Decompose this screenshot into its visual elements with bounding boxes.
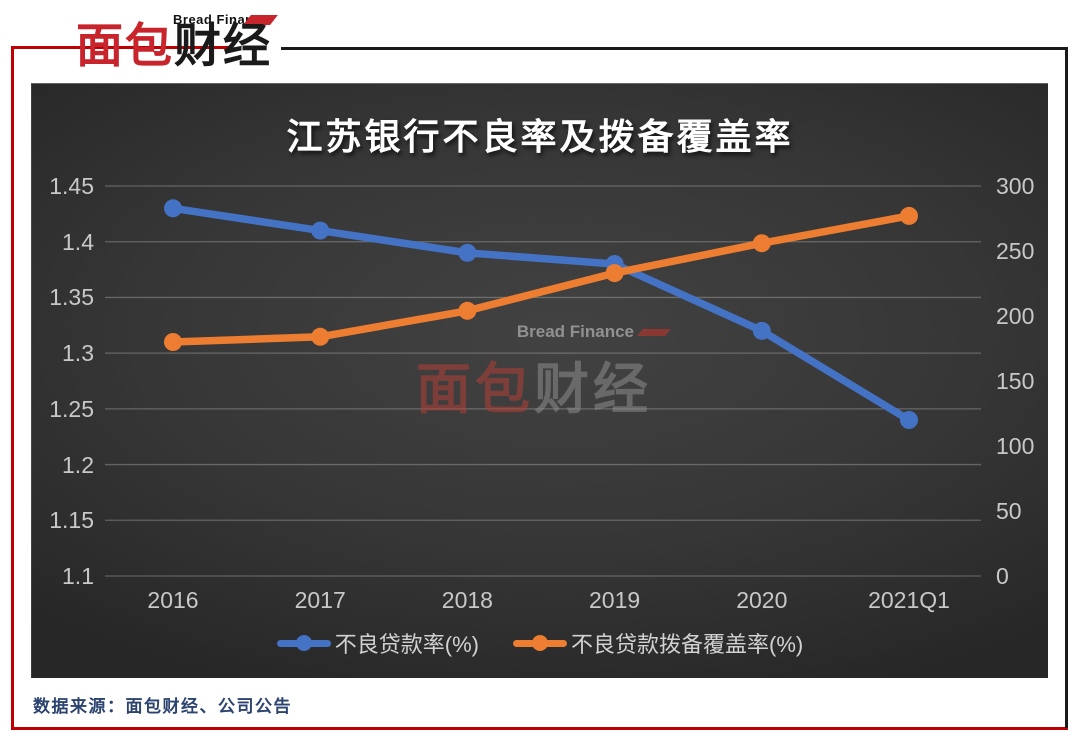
frame-bottom-line <box>11 727 1068 730</box>
tick-label: 1.4 <box>62 228 94 255</box>
tick-label: 250 <box>996 238 1035 264</box>
chart-legend: 不良贷款率(%) 不良贷款拨备覆盖率(%) <box>32 627 1048 659</box>
legend-item-0: 不良贷款率(%) <box>276 627 479 659</box>
tick-label: 2021Q1 <box>868 587 950 613</box>
data-point <box>458 301 477 320</box>
tick-label: 2017 <box>294 587 346 613</box>
legend-label: 不良贷款拨备覆盖率(%) <box>571 632 804 657</box>
tick-label: 150 <box>996 368 1035 394</box>
data-point <box>311 221 330 240</box>
chart-area: 江苏银行不良率及拨备覆盖率 1.45 1.4 1.35 1.3 1.25 1.2 1.15 1… <box>31 83 1048 678</box>
tick-label: 200 <box>996 303 1035 329</box>
tick-label: 1.2 <box>62 451 94 478</box>
data-point <box>752 321 771 340</box>
data-point <box>311 327 330 346</box>
data-point <box>164 199 182 218</box>
data-point <box>752 234 771 253</box>
data-point <box>900 411 918 429</box>
frame-top-left-line <box>12 46 229 49</box>
frame-top-right-line <box>281 47 1067 50</box>
tick-label: 1.3 <box>62 340 94 367</box>
tick-label: 1.15 <box>49 507 94 534</box>
tick-label: 1.35 <box>49 284 94 311</box>
tick-label: 2019 <box>589 587 641 613</box>
legend-marker-icon <box>513 639 567 647</box>
tick-label: 1.45 <box>49 173 94 199</box>
data-point <box>605 264 624 283</box>
tick-label: 1.25 <box>49 395 94 422</box>
tick-label: 2016 <box>147 587 199 613</box>
tick-label: 0 <box>996 563 1009 589</box>
tick-label: 300 <box>996 173 1035 199</box>
tick-label: 2020 <box>736 587 788 613</box>
data-point <box>164 333 182 351</box>
tick-label: 2018 <box>441 587 493 613</box>
tick-label: 1.1 <box>62 563 94 589</box>
brand-logo-cn-black: 财经 <box>174 19 272 72</box>
tick-label: 50 <box>996 498 1022 524</box>
chart-title: 江苏银行不良率及拨备覆盖率 <box>286 116 794 157</box>
legend-label: 不良贷款率(%) <box>334 632 479 657</box>
brand-logo-cn-red: 面包 <box>76 19 174 72</box>
plot-canvas <box>105 185 981 577</box>
data-point <box>458 243 477 262</box>
data-source-caption: 数据来源：面包财经、公司公告 <box>33 697 292 716</box>
data-point <box>900 206 918 225</box>
tick-label: 100 <box>996 433 1035 459</box>
frame-right-line <box>1065 47 1068 728</box>
legend-marker-icon <box>276 639 331 647</box>
frame-left-line <box>11 46 14 729</box>
series-line-1 <box>169 212 913 346</box>
series-line-0 <box>169 204 913 424</box>
brand-logo-cn: 面包财经 <box>76 20 272 72</box>
legend-item-1: 不良贷款拨备覆盖率(%) <box>513 627 803 659</box>
